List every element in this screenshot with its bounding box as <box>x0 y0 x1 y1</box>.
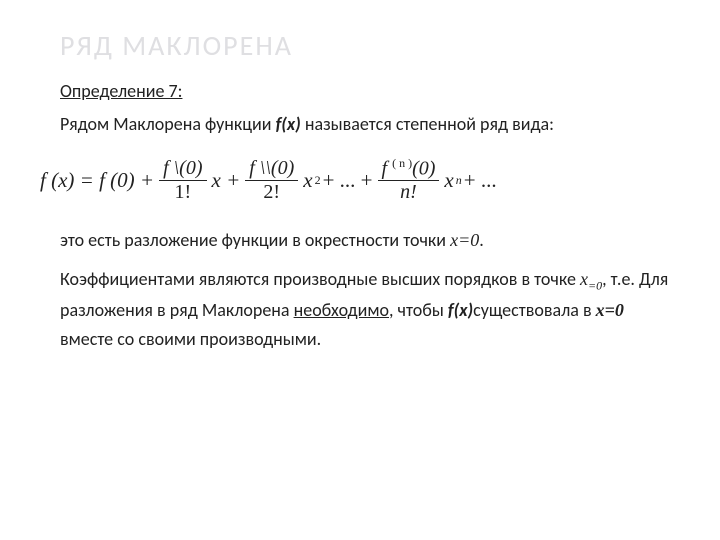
formula-end: + ... <box>464 164 497 198</box>
formula-term2-num: f \\(0) <box>245 157 298 181</box>
formula-lhs: f (x) = f (0) + <box>40 164 154 198</box>
formula-mid: + ... + <box>323 164 373 198</box>
formula-term2-den: 2! <box>259 181 284 204</box>
explanation-1: это есть разложение функции в окрестност… <box>60 226 670 255</box>
maclaurin-formula: f (x) = f (0) + f \(0) 1! x + f \\(0) 2!… <box>40 157 670 205</box>
p3-x0b: x=0 <box>596 300 624 320</box>
p1-fx: f(x) <box>276 113 301 135</box>
explanation-2: Коэффициентами являются производные высш… <box>60 265 670 353</box>
formula-termn-num-a: f <box>382 157 393 179</box>
slide-title: РЯД МАКЛОРЕНА <box>60 28 670 63</box>
p3-e: вместе со своими производными. <box>60 328 321 350</box>
formula-termn-num-b: (0) <box>412 157 435 179</box>
formula-term1-num: f \(0) <box>159 157 206 181</box>
formula-termn-num: f ( n )(0) <box>378 157 440 182</box>
formula-term1-den: 1! <box>170 181 195 204</box>
p3-x0-x: x <box>580 269 588 289</box>
formula-term2-frac: f \\(0) 2! <box>245 157 298 204</box>
p3-c: , чтобы <box>389 299 448 321</box>
p3-fx: f(x) <box>448 299 473 321</box>
formula-term2-pow: 2 <box>315 171 321 190</box>
formula-termn-pow: n <box>456 171 462 190</box>
slide-body: Определение 7: Рядом Маклорена функции f… <box>60 77 670 353</box>
formula-termn-frac: f ( n )(0) n! <box>378 157 440 205</box>
p1-a: Рядом Маклорена функции <box>60 113 276 135</box>
p2-x0: x=0 <box>450 230 479 250</box>
p3-x0: x=0 <box>580 269 602 289</box>
p2-a: это есть разложение функции в окрестност… <box>60 229 450 251</box>
formula-termn-num-sup: ( n ) <box>392 156 412 170</box>
formula-term2-x: x <box>303 164 312 198</box>
p3-a: Коэффициентами являются производные высш… <box>60 268 580 290</box>
formula-termn-den: n! <box>396 181 421 204</box>
p3-x0-sub: =0 <box>588 279 602 293</box>
p3-necessary: необходимо <box>294 299 389 321</box>
formula-term1-tail: x + <box>212 164 241 198</box>
p3-d: существовала в <box>473 299 596 321</box>
definition-label: Определение 7: <box>60 77 670 106</box>
p1-b: называется степенной ряд вида: <box>301 113 554 135</box>
p2-b: . <box>479 229 484 251</box>
definition-text: Рядом Маклорена функции f(x) называется … <box>60 110 670 139</box>
formula-term1-frac: f \(0) 1! <box>159 157 206 204</box>
formula-termn-x: x <box>444 164 453 198</box>
slide: РЯД МАКЛОРЕНА Определение 7: Рядом Макло… <box>0 0 720 540</box>
